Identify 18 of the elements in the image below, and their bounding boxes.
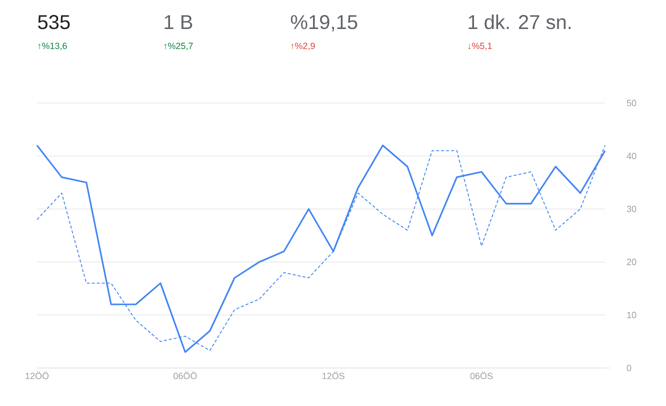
- y-tick-label: 30: [626, 206, 636, 212]
- text: ↑%2,9: [291, 42, 315, 50]
- text: 1 dk. 27 sn.: [468, 14, 571, 30]
- text: 535: [38, 15, 70, 30]
- y-tick-label: 10: [627, 312, 636, 318]
- x-tick-label: 06ÖS: [470, 372, 493, 380]
- text: 1 B: [164, 15, 192, 29]
- text: ↓%5,1: [468, 42, 492, 50]
- text: ↑%25,7: [164, 42, 193, 50]
- y-tick-label: 20: [626, 258, 636, 266]
- y-tick-label: 0: [626, 364, 632, 372]
- text: %19,15: [290, 15, 358, 32]
- x-tick-label: 12ÖÖ: [26, 372, 49, 380]
- y-tick-label: 50: [626, 100, 636, 106]
- y-tick-label: 40: [626, 152, 636, 160]
- text: ↑%13,6: [38, 42, 67, 50]
- x-tick-label: 06ÖÖ: [174, 372, 197, 380]
- x-tick-label: 12ÖS: [322, 372, 344, 380]
